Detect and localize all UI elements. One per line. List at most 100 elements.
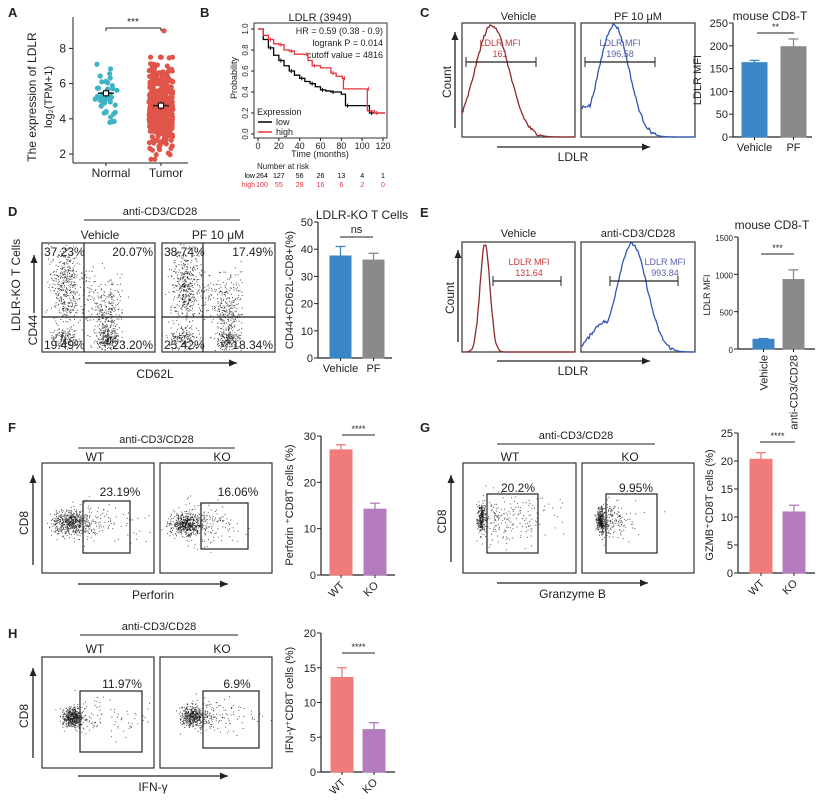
event-dot <box>64 306 66 308</box>
event-dot <box>70 347 72 349</box>
event-dot <box>606 528 608 530</box>
event-dot <box>243 343 245 345</box>
event-dot <box>54 278 56 280</box>
event-dot <box>211 321 213 323</box>
event-dot <box>171 338 173 340</box>
event-dot <box>176 253 178 255</box>
event-dot <box>136 538 138 540</box>
event-dot <box>102 317 104 319</box>
event-dot <box>78 338 80 340</box>
event-dot <box>103 324 105 326</box>
event-dot <box>70 525 72 527</box>
event-dot <box>104 304 106 306</box>
event-dot <box>96 511 98 513</box>
event-dot <box>507 519 509 521</box>
data-point <box>154 118 160 124</box>
event-dot <box>70 270 72 272</box>
bar-ko <box>363 508 387 576</box>
event-dot <box>230 274 232 276</box>
event-dot <box>183 286 185 288</box>
event-dot <box>187 277 189 279</box>
event-dot <box>179 288 181 290</box>
event-dot <box>113 336 115 338</box>
event-dot <box>107 339 109 341</box>
y-tick-label: 50 <box>301 217 313 229</box>
event-dot <box>99 521 101 523</box>
event-dot <box>222 325 224 327</box>
event-dot <box>201 520 203 522</box>
event-dot <box>74 343 76 345</box>
event-dot <box>101 309 103 311</box>
event-dot <box>607 499 609 501</box>
event-dot <box>93 281 95 283</box>
event-dot <box>187 301 189 303</box>
event-dot <box>69 292 71 294</box>
event-dot <box>170 519 172 521</box>
event-dot <box>178 523 180 525</box>
event-dot <box>58 303 60 305</box>
event-dot <box>70 299 72 301</box>
event-dot <box>612 522 614 524</box>
event-dot <box>76 522 78 524</box>
event-dot <box>209 517 211 519</box>
event-dot <box>190 327 192 329</box>
event-dot <box>186 289 188 291</box>
event-dot <box>87 532 89 534</box>
data-point <box>110 86 116 92</box>
quadrant-percent-bottom-right: 18.34% <box>232 338 273 352</box>
event-dot <box>186 271 188 273</box>
event-dot <box>108 346 110 348</box>
plot-title: PF 10 μM <box>192 228 244 242</box>
event-dot <box>479 511 481 513</box>
event-dot <box>188 299 190 301</box>
event-dot <box>618 524 620 526</box>
event-dot <box>105 340 107 342</box>
event-dot <box>525 518 527 520</box>
event-dot <box>85 520 87 522</box>
event-dot <box>61 286 63 288</box>
event-dot <box>238 315 240 317</box>
event-dot <box>69 515 71 517</box>
event-dot <box>611 526 613 528</box>
event-dot <box>108 294 110 296</box>
event-dot <box>223 298 225 300</box>
event-dot <box>594 514 596 516</box>
event-dot <box>203 512 205 514</box>
event-dot <box>72 304 74 306</box>
event-dot <box>76 340 78 342</box>
event-dot <box>56 539 58 541</box>
event-dot <box>481 519 483 521</box>
event-dot <box>183 263 185 265</box>
event-dot <box>93 528 95 530</box>
event-dot <box>77 524 79 526</box>
data-point <box>98 95 104 101</box>
event-dot <box>73 514 75 516</box>
event-dot <box>66 535 68 537</box>
event-dot <box>103 332 105 334</box>
event-dot <box>195 526 197 528</box>
event-dot <box>201 297 203 299</box>
event-dot <box>72 531 74 533</box>
event-dot <box>106 513 108 515</box>
event-dot <box>223 305 225 307</box>
event-dot <box>72 518 74 520</box>
event-dot <box>110 317 112 319</box>
event-dot <box>183 266 185 268</box>
event-dot <box>187 341 189 343</box>
event-dot <box>69 267 71 269</box>
event-dot <box>536 498 538 500</box>
event-dot <box>101 323 103 325</box>
flow-plot-frame <box>41 462 155 574</box>
event-dot <box>228 318 230 320</box>
event-dot <box>114 332 116 334</box>
event-dot <box>503 512 505 514</box>
y-tick-label: 200 <box>710 41 728 53</box>
event-dot <box>527 522 529 524</box>
event-dot <box>102 342 104 344</box>
event-dot <box>517 506 519 508</box>
event-dot <box>185 284 187 286</box>
event-dot <box>102 341 104 343</box>
event-dot <box>219 333 221 335</box>
event-dot <box>100 526 102 528</box>
event-dot <box>73 307 75 309</box>
